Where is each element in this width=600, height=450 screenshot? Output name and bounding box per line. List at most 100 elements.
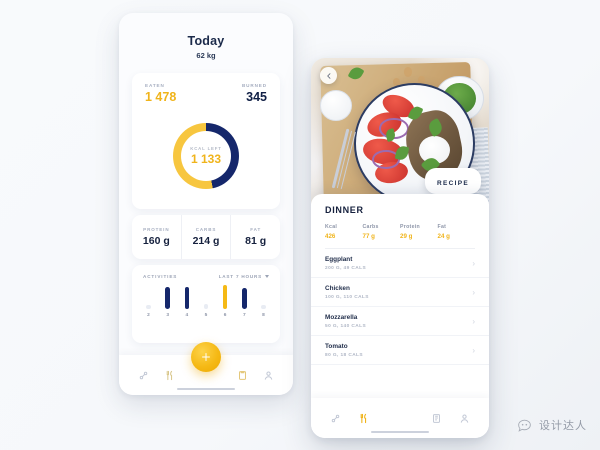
profile-icon[interactable]	[263, 370, 274, 381]
nutrition-row: Kcal 426 Carbs 77 g Protein 29 g Fat 24 …	[311, 215, 489, 240]
eaten-stat: EATEN 1 478	[145, 83, 176, 104]
home-indicator	[177, 388, 235, 390]
macro-value: 160 g	[142, 235, 170, 247]
chevron-down-icon	[265, 275, 269, 278]
burned-value: 345	[246, 90, 267, 104]
sheet-title: DINNER	[325, 205, 364, 215]
dinner-sheet: DINNER Kcal 426 Carbs 77 g Protein 29 g …	[311, 194, 489, 438]
activity-bar-tick: 2	[147, 313, 150, 318]
link-icon[interactable]	[138, 370, 149, 381]
profile-icon[interactable]	[459, 413, 470, 424]
list-item[interactable]: Mozzarella 50 G, 140 CALS ›	[311, 307, 489, 336]
list-item[interactable]: Eggplant 200 G, 49 CALS ›	[311, 249, 489, 278]
kcal-left-value: 1 133	[190, 152, 222, 166]
eaten-label: EATEN	[145, 83, 165, 88]
macros-card: PROTEIN 160 g CARBS 214 g FAT 81 g	[132, 215, 280, 259]
chevron-right-icon: ›	[472, 258, 475, 268]
nutrition-kcal: Kcal 426	[325, 224, 363, 240]
macro-protein: PROTEIN 160 g	[132, 215, 181, 259]
macro-label: CARBS	[195, 227, 217, 232]
food-name: Eggplant	[325, 256, 353, 263]
watermark: 设计达人	[516, 417, 587, 433]
home-indicator	[371, 431, 429, 433]
plus-icon	[202, 353, 210, 361]
macro-carbs: CARBS 214 g	[180, 215, 231, 259]
range-label: LAST 7 HOURS	[218, 274, 262, 279]
nutrition-protein: Protein 29 g	[400, 224, 438, 240]
food-detail: 50 G, 140 CALS	[325, 324, 367, 329]
cutlery-icon[interactable]	[358, 413, 369, 424]
food-detail: 80 G, 18 CALS	[325, 353, 363, 358]
activity-bar	[261, 305, 266, 309]
activity-bar-column[interactable]: 3	[163, 287, 172, 318]
list-item[interactable]: Tomato 80 G, 18 CALS ›	[311, 336, 489, 365]
activity-bar	[146, 305, 151, 309]
chevron-right-icon: ›	[472, 316, 475, 326]
walnut-piece	[417, 75, 425, 85]
calorie-ring-chart[interactable]: KCAL LEFT 1 133	[173, 123, 239, 189]
recipe-label: RECIPE	[436, 180, 469, 187]
calorie-ring-wrap: KCAL LEFT 1 133	[132, 123, 280, 189]
macros-row: PROTEIN 160 g CARBS 214 g FAT 81 g	[132, 215, 280, 259]
activities-bar-chart[interactable]: 2 3 4 5 6 7 8	[132, 279, 280, 318]
nutrition-label: Kcal	[325, 224, 338, 230]
nutrition-value: 29 g	[400, 233, 413, 240]
food-detail: 100 G, 110 CALS	[325, 295, 369, 300]
food-name: Chicken	[325, 285, 350, 292]
food-name: Tomato	[325, 343, 348, 350]
meal-photo: RECIPE	[311, 58, 489, 204]
activity-bar-column[interactable]: 7	[240, 288, 249, 318]
range-dropdown[interactable]: LAST 7 HOURS	[219, 274, 269, 279]
food-info: Eggplant 200 G, 49 CALS	[325, 256, 366, 271]
macro-fat: FAT 81 g	[230, 215, 280, 259]
recipe-button[interactable]: RECIPE	[424, 168, 481, 194]
phone-left-dashboard: Today 62 kg EATEN 1 478 BURNED 345 KCAL …	[119, 13, 293, 395]
page-title: Today	[187, 34, 225, 48]
activity-bar-tick: 5	[204, 313, 208, 318]
add-entry-fab[interactable]	[191, 342, 221, 372]
activity-bar	[203, 304, 209, 309]
activities-header: ACTIVITIES LAST 7 HOURS	[132, 265, 280, 279]
macro-value: 81 g	[245, 235, 267, 247]
chevron-right-icon: ›	[472, 345, 475, 355]
activity-bar-tick: 6	[223, 313, 227, 318]
calorie-summary-card: EATEN 1 478 BURNED 345 KCAL LEFT 1 133	[132, 73, 280, 209]
nutrition-fat: Fat 24 g	[438, 224, 476, 240]
eaten-burned-row: EATEN 1 478 BURNED 345	[132, 73, 280, 104]
food-detail: 200 G, 49 CALS	[325, 266, 367, 271]
food-info: Mozzarella 50 G, 140 CALS	[325, 314, 366, 329]
back-button[interactable]	[320, 67, 337, 84]
sauce-cup	[319, 90, 353, 122]
onion-ring	[372, 150, 400, 170]
list-item[interactable]: Chicken 100 G, 110 CALS ›	[311, 278, 489, 307]
watermark-logo-icon	[518, 419, 531, 432]
activities-title: ACTIVITIES	[143, 274, 178, 279]
activity-bar-tick: 4	[185, 313, 189, 318]
divider	[325, 248, 475, 249]
clipboard-icon[interactable]	[237, 370, 248, 381]
calorie-ring-center: KCAL LEFT 1 133	[173, 123, 239, 189]
activity-bar-column[interactable]: 8	[259, 305, 268, 318]
activity-bar-column[interactable]: 6	[221, 285, 230, 318]
burned-label: BURNED	[241, 83, 267, 88]
activity-bar-column[interactable]: 4	[182, 287, 191, 318]
macro-label: FAT	[250, 227, 262, 232]
food-list: Eggplant 200 G, 49 CALS › Chicken 100 G, 110…	[311, 249, 489, 365]
dashboard-header: Today 62 kg	[119, 13, 293, 60]
nutrition-value: 24 g	[437, 233, 450, 240]
phone-right-meal-detail: RECIPE DINNER Kcal 426 Carbs 77 g Protei…	[311, 58, 489, 438]
chevron-right-icon: ›	[472, 287, 475, 297]
nutrition-label: Fat	[437, 224, 447, 230]
activity-bar-column[interactable]: 5	[201, 304, 210, 318]
clipboard-icon[interactable]	[431, 413, 442, 424]
activity-bar-column[interactable]: 2	[144, 305, 153, 318]
walnut-piece	[392, 78, 400, 86]
link-icon[interactable]	[330, 413, 341, 424]
activities-card: ACTIVITIES LAST 7 HOURS 2 3 4 5 6 7 8	[132, 265, 280, 343]
cutlery-icon[interactable]	[164, 370, 175, 381]
food-info: Chicken 100 G, 110 CALS	[325, 285, 369, 300]
activity-bar-tick: 8	[262, 313, 265, 318]
nutrition-label: Protein	[400, 224, 420, 230]
food-name: Mozzarella	[325, 314, 358, 321]
